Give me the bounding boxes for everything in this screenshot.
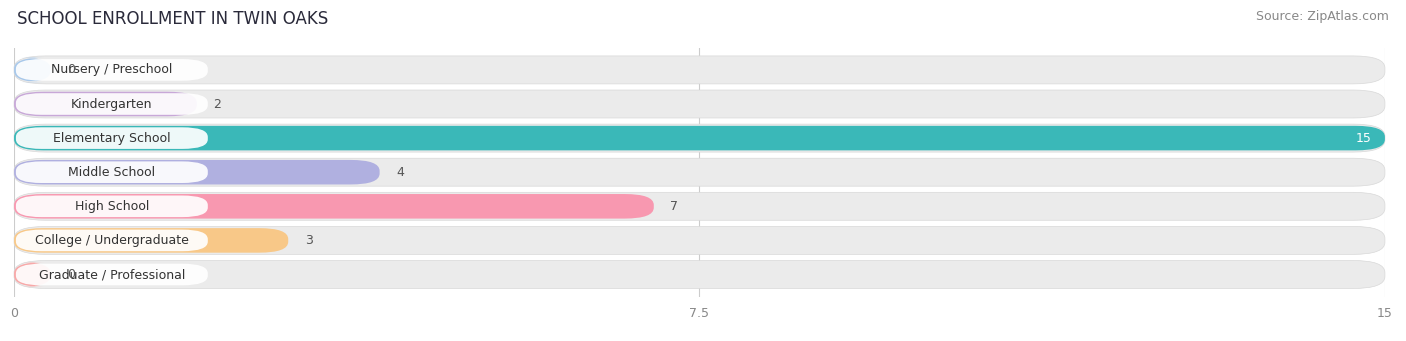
FancyBboxPatch shape (14, 160, 380, 184)
FancyBboxPatch shape (14, 58, 51, 82)
FancyBboxPatch shape (15, 229, 208, 251)
FancyBboxPatch shape (14, 261, 1385, 288)
FancyBboxPatch shape (14, 124, 1385, 152)
Text: 7: 7 (671, 200, 678, 213)
FancyBboxPatch shape (14, 194, 654, 219)
FancyBboxPatch shape (15, 59, 208, 81)
FancyBboxPatch shape (14, 228, 288, 253)
FancyBboxPatch shape (14, 126, 1385, 150)
Text: Nursery / Preschool: Nursery / Preschool (51, 63, 173, 76)
Text: 0: 0 (67, 268, 75, 281)
Text: 4: 4 (396, 166, 404, 179)
Text: High School: High School (75, 200, 149, 213)
FancyBboxPatch shape (14, 56, 1385, 84)
Text: 3: 3 (305, 234, 312, 247)
FancyBboxPatch shape (15, 264, 208, 285)
FancyBboxPatch shape (14, 92, 197, 116)
Text: Graduate / Professional: Graduate / Professional (38, 268, 186, 281)
FancyBboxPatch shape (14, 262, 51, 287)
Text: 15: 15 (1355, 132, 1371, 145)
FancyBboxPatch shape (14, 158, 1385, 186)
Text: College / Undergraduate: College / Undergraduate (35, 234, 188, 247)
FancyBboxPatch shape (15, 195, 208, 217)
FancyBboxPatch shape (15, 93, 208, 115)
FancyBboxPatch shape (14, 90, 1385, 118)
FancyBboxPatch shape (14, 192, 1385, 220)
Text: Elementary School: Elementary School (53, 132, 170, 145)
Text: SCHOOL ENROLLMENT IN TWIN OAKS: SCHOOL ENROLLMENT IN TWIN OAKS (17, 10, 328, 28)
Text: 0: 0 (67, 63, 75, 76)
FancyBboxPatch shape (15, 127, 208, 149)
Text: 2: 2 (214, 98, 221, 110)
Text: Middle School: Middle School (69, 166, 156, 179)
FancyBboxPatch shape (15, 161, 208, 183)
Text: Source: ZipAtlas.com: Source: ZipAtlas.com (1256, 10, 1389, 23)
FancyBboxPatch shape (14, 226, 1385, 254)
Text: Kindergarten: Kindergarten (72, 98, 153, 110)
